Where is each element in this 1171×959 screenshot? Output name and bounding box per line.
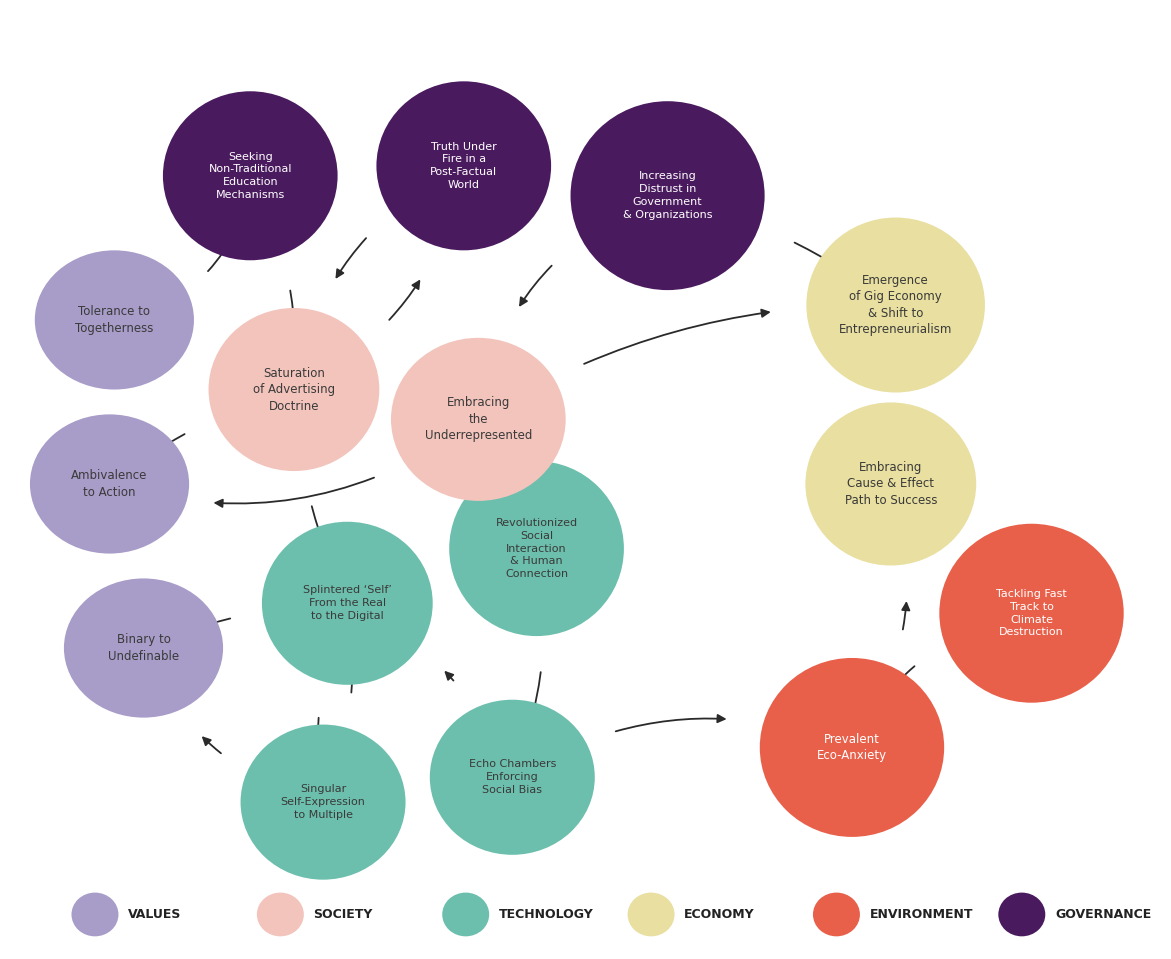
FancyArrowPatch shape: [513, 672, 541, 776]
FancyArrowPatch shape: [208, 177, 253, 271]
FancyArrowPatch shape: [203, 737, 221, 753]
Text: Revolutionized
Social
Interaction
& Human
Connection: Revolutionized Social Interaction & Huma…: [495, 518, 577, 579]
FancyArrowPatch shape: [336, 238, 367, 277]
Text: Truth Under
Fire in a
Post-Factual
World: Truth Under Fire in a Post-Factual World: [430, 142, 498, 190]
Text: SOCIETY: SOCIETY: [314, 908, 372, 921]
Ellipse shape: [391, 338, 566, 501]
Ellipse shape: [30, 414, 189, 553]
Text: Tolerance to
Togetherness: Tolerance to Togetherness: [75, 305, 153, 335]
Ellipse shape: [71, 893, 118, 936]
FancyArrowPatch shape: [101, 322, 115, 379]
Ellipse shape: [813, 893, 860, 936]
Ellipse shape: [240, 725, 405, 879]
FancyArrowPatch shape: [584, 310, 769, 363]
Text: Splintered ‘Self’
From the Real
to the Digital: Splintered ‘Self’ From the Real to the D…: [303, 586, 392, 621]
Text: Binary to
Undefinable: Binary to Undefinable: [108, 633, 179, 663]
FancyArrowPatch shape: [107, 486, 115, 547]
FancyArrowPatch shape: [616, 715, 725, 732]
FancyArrowPatch shape: [311, 506, 347, 601]
Ellipse shape: [450, 461, 624, 636]
Text: ECONOMY: ECONOMY: [684, 908, 755, 921]
FancyArrowPatch shape: [345, 605, 352, 692]
Text: Tackling Fast
Track to
Climate
Destruction: Tackling Fast Track to Climate Destructi…: [997, 589, 1067, 638]
FancyArrowPatch shape: [968, 573, 1029, 613]
Text: VALUES: VALUES: [128, 908, 182, 921]
Ellipse shape: [939, 524, 1124, 703]
FancyArrowPatch shape: [523, 529, 535, 547]
Ellipse shape: [443, 893, 489, 936]
Text: Prevalent
Eco-Anxiety: Prevalent Eco-Anxiety: [817, 733, 888, 762]
Ellipse shape: [64, 578, 224, 717]
Ellipse shape: [163, 91, 337, 260]
Text: Embracing
the
Underrepresented: Embracing the Underrepresented: [425, 396, 532, 442]
FancyArrowPatch shape: [877, 429, 891, 482]
Ellipse shape: [807, 218, 985, 392]
Text: Echo Chambers
Enforcing
Social Bias: Echo Chambers Enforcing Social Bias: [468, 760, 556, 795]
FancyArrowPatch shape: [902, 603, 910, 629]
Ellipse shape: [376, 82, 552, 250]
Ellipse shape: [430, 700, 595, 854]
Text: GOVERNANCE: GOVERNANCE: [1055, 908, 1151, 921]
Text: Seeking
Non-Traditional
Education
Mechanisms: Seeking Non-Traditional Education Mechan…: [208, 152, 292, 200]
FancyArrowPatch shape: [111, 434, 185, 482]
FancyArrowPatch shape: [446, 672, 453, 681]
Ellipse shape: [628, 893, 674, 936]
Ellipse shape: [760, 658, 944, 837]
FancyArrowPatch shape: [795, 243, 893, 304]
Text: Increasing
Distrust in
Government
& Organizations: Increasing Distrust in Government & Orga…: [623, 172, 712, 220]
FancyArrowPatch shape: [215, 478, 374, 507]
Text: Embracing
Cause & Effect
Path to Success: Embracing Cause & Effect Path to Success: [844, 461, 937, 507]
Text: Emergence
of Gig Economy
& Shift to
Entrepreneurialism: Emergence of Gig Economy & Shift to Entr…: [838, 273, 952, 337]
FancyArrowPatch shape: [520, 266, 552, 305]
FancyArrowPatch shape: [317, 717, 326, 800]
Ellipse shape: [806, 403, 977, 566]
FancyArrowPatch shape: [349, 570, 415, 602]
Ellipse shape: [35, 250, 194, 389]
FancyArrowPatch shape: [145, 619, 231, 647]
Ellipse shape: [262, 522, 433, 685]
Text: Saturation
of Advertising
Doctrine: Saturation of Advertising Doctrine: [253, 366, 335, 412]
Ellipse shape: [256, 893, 303, 936]
Ellipse shape: [208, 308, 379, 471]
Ellipse shape: [999, 893, 1046, 936]
FancyArrowPatch shape: [389, 281, 419, 320]
Text: Ambivalence
to Action: Ambivalence to Action: [71, 469, 148, 499]
Ellipse shape: [570, 102, 765, 291]
Text: ENVIRONMENT: ENVIRONMENT: [870, 908, 973, 921]
Text: Singular
Self-Expression
to Multiple: Singular Self-Expression to Multiple: [281, 784, 365, 820]
Text: TECHNOLOGY: TECHNOLOGY: [499, 908, 594, 921]
FancyArrowPatch shape: [586, 174, 665, 196]
FancyArrowPatch shape: [290, 291, 299, 387]
FancyArrowPatch shape: [852, 667, 915, 746]
